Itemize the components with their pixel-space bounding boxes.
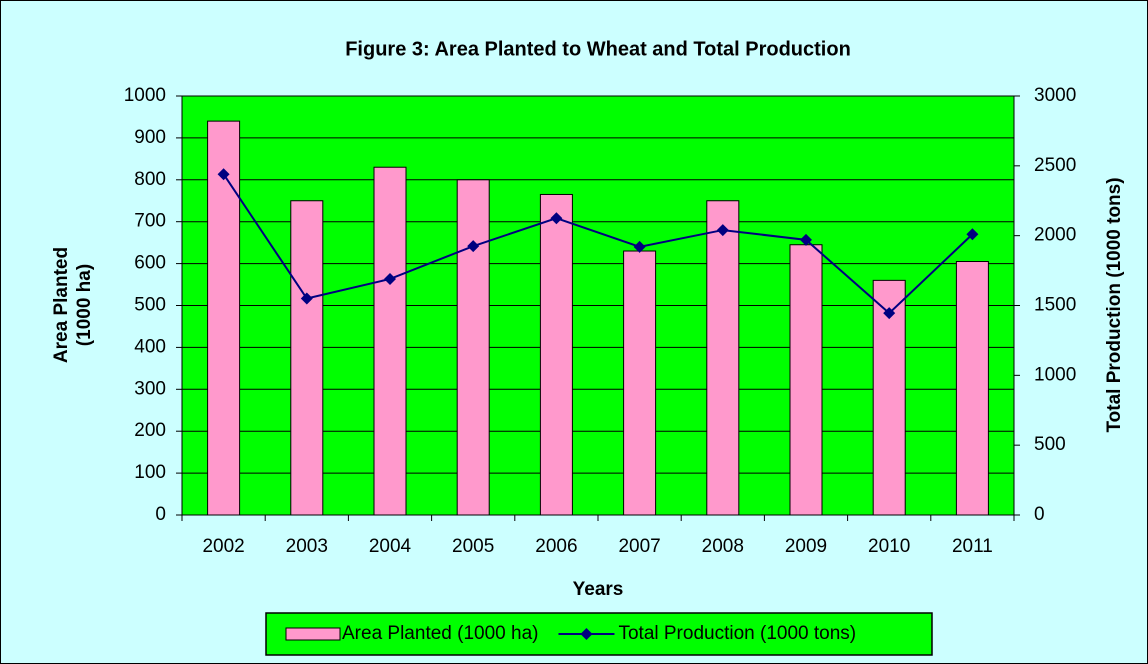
marker	[633, 240, 646, 253]
bar	[623, 250, 657, 516]
line	[222, 173, 974, 315]
y-tick-label: 900	[134, 127, 166, 148]
x-tick-label: 2011	[952, 536, 993, 557]
legend-swatch	[580, 628, 593, 640]
y-tick-label: 1000	[124, 85, 166, 106]
x-tick-label: 2004	[369, 536, 412, 557]
y-tick-label: 500	[134, 295, 166, 316]
x-axis-title: Years	[573, 579, 624, 600]
y-axis-title: Area Planted	[51, 247, 72, 363]
y2-tick-label: 500	[1034, 434, 1066, 455]
bar	[373, 166, 407, 516]
bar	[955, 261, 989, 516]
x-tick-label: 2009	[785, 536, 827, 557]
x-tick-label: 2003	[286, 536, 328, 557]
x-tick-label: 2005	[452, 536, 494, 557]
bar	[456, 179, 490, 516]
y-tick-label: 300	[134, 378, 166, 399]
legend-label: Total Production (1000 tons)	[618, 623, 856, 644]
legend-label: Area Planted (1000 ha)	[342, 623, 538, 644]
bar	[789, 244, 823, 516]
marker	[384, 272, 396, 285]
y-tick-label: 400	[134, 336, 166, 357]
y-tick-label: 200	[134, 420, 166, 441]
x-tick-label: 2010	[868, 536, 910, 557]
marker	[716, 224, 729, 237]
y2-tick-label: 1500	[1034, 295, 1076, 316]
marker	[300, 292, 313, 305]
y-tick-label: 800	[134, 169, 166, 190]
marker	[550, 212, 563, 225]
y2-tick-label: 2500	[1034, 155, 1076, 176]
y-axis-title: (1000 ha)	[74, 264, 95, 346]
y2-tick-label: 2000	[1034, 225, 1076, 246]
y2-axis-title: Total Production (1000 tons)	[1104, 177, 1125, 432]
marker	[883, 307, 896, 320]
marker	[966, 228, 979, 241]
y-tick-label: 600	[134, 253, 166, 274]
y2-tick-label: 3000	[1034, 85, 1076, 106]
y2-tick-label: 1000	[1034, 364, 1076, 385]
chart-title: Figure 3: Area Planted to Wheat and Tota…	[345, 38, 851, 60]
x-tick-label: 2008	[702, 536, 744, 557]
bar	[539, 193, 573, 516]
marker	[800, 233, 812, 246]
legend-swatch	[285, 627, 341, 641]
y-tick-label: 100	[134, 462, 166, 483]
x-tick-label: 2002	[202, 536, 244, 557]
marker	[467, 240, 480, 253]
bar	[706, 200, 740, 516]
y-tick-label: 700	[134, 211, 166, 232]
x-tick-label: 2007	[618, 536, 660, 557]
y2-tick-label: 0	[1034, 504, 1045, 525]
bar	[207, 120, 241, 516]
bar	[290, 200, 324, 516]
bar	[872, 279, 906, 516]
marker	[217, 168, 230, 181]
y-tick-label: 0	[155, 504, 166, 525]
x-tick-label: 2006	[535, 536, 577, 557]
